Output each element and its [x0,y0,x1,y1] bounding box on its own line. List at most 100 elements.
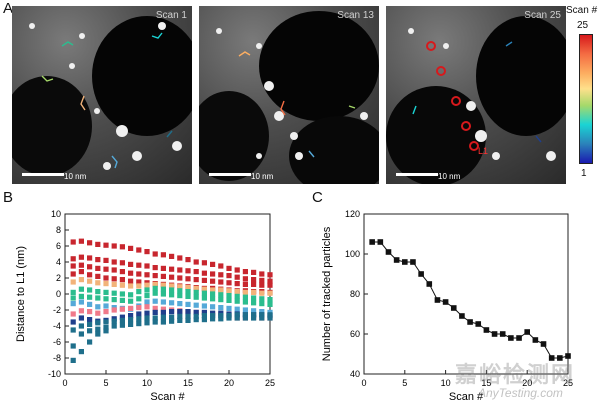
chart-b-point [128,245,134,251]
chart-b-point [234,298,240,304]
panel-c-letter: C [312,189,323,206]
chart-b-point [251,289,257,295]
chart-b-point [251,269,257,275]
chart-b-point [201,303,207,309]
chart-b-point [177,313,183,319]
chart-b-point [201,260,207,266]
chart-b-point [193,259,199,265]
chart-b-point [87,309,93,315]
chart-c-x-tick-label: 0 [361,378,366,388]
chart-b-x-tick-label: 20 [224,378,234,388]
chart-b-point [78,331,84,337]
micrograph-3-texture [386,16,566,184]
l1-marker-label: L1 [478,146,489,156]
chart-b-point [144,320,150,326]
chart-c: 0 5 10 15 20 25 40 60 80 100 120 Scan # Number of tr… [321,209,573,403]
chart-b-point [160,252,166,258]
chart-b-point [201,277,207,283]
chart-b-point [218,313,224,319]
chart-b-point [111,297,117,303]
chart-b-point [87,272,93,278]
chart-b-point [210,271,216,277]
chart-b-point [119,260,125,266]
chart-b-point [210,296,216,302]
chart-b-y-tick-label: 10 [51,209,61,219]
chart-b-point [177,267,183,273]
chart-b-point [210,316,216,322]
chart-b-point [152,315,158,321]
chart-c-x-tick-label: 20 [522,378,532,388]
chart-b-point [128,278,134,284]
chart-c-x-axis-label: Scan # [449,391,484,403]
chart-b-point [87,278,93,284]
micrograph-2: Scan 13 10 nm [199,6,379,184]
chart-b-point [169,266,175,272]
chart-b-x-tick-label: 25 [265,378,275,388]
chart-b-point [242,294,248,300]
chart-b-point [251,295,257,301]
chart-b-point [78,293,84,299]
chart-b-point [136,283,142,289]
chart-b-point [169,274,175,280]
chart-b-point [169,283,175,289]
chart-b-point [152,251,158,257]
chart-b-point [70,319,76,325]
chart-c-point [442,299,449,305]
chart-b-point [226,280,232,286]
chart-b-point [259,309,265,315]
chart-b-point [152,319,158,325]
chart-c-point [565,353,571,359]
chart-b-point [78,308,84,314]
chart-b-point [119,306,125,312]
chart-b-point [103,257,109,263]
chart-b-point [87,255,93,261]
chart-b-point [144,310,150,316]
chart-b-point [70,279,76,285]
micrograph-1-scale-label: 10 nm [64,172,87,181]
chart-b-point [218,292,224,298]
chart-b-point [111,267,117,273]
chart-b-point [218,287,224,293]
chart-b-point [103,289,109,295]
chart-b-point [193,289,199,295]
chart-b-point [169,287,175,293]
micrograph-3-scan-label: Scan 25 [524,10,561,21]
chart-b-point [95,326,101,332]
chart-b-point [160,282,166,288]
chart-b-point [136,289,142,295]
chart-b-point [251,315,257,321]
chart-c-x-tick-label: 10 [441,378,451,388]
chart-b-point [152,309,158,315]
chart-b-point [259,271,265,277]
chart-c-y-tick-label: 80 [350,289,360,299]
chart-b-point [193,317,199,323]
chart-b-point [259,296,265,302]
chart-b-x-tick-label: 0 [62,378,67,388]
chart-b-point [136,262,142,268]
chart-b-point [87,328,93,334]
chart-b-point [70,357,76,363]
chart-b-point [78,349,84,355]
colorbar-max: 25 [577,20,589,31]
chart-b-point [177,284,183,290]
colorbar-title: Scan # [566,5,598,16]
chart-b-point [251,281,257,287]
chart-b-point [78,315,84,321]
chart-b-point [119,269,125,275]
micrograph-3-scalebar [396,173,438,176]
chart-b-point [111,276,117,282]
chart-b-point [119,297,125,303]
colorbar [579,34,593,164]
chart-b-point [177,317,183,323]
chart-c-point [369,239,375,245]
chart-b-point [119,277,125,283]
chart-b-point [128,283,134,289]
chart-b-point [242,315,248,321]
chart-b-point [152,265,158,271]
chart-b-point [226,297,232,303]
chart-b-point [259,277,265,283]
chart-b-point [70,327,76,333]
chart-b-point [234,267,240,273]
chart-b-point [267,301,273,307]
chart-b-point [70,271,76,277]
